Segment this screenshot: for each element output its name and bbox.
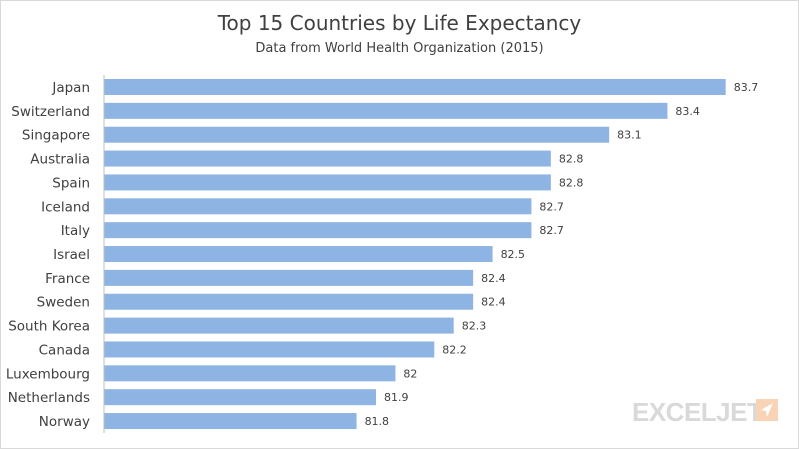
- category-label: Israel: [53, 247, 90, 263]
- bar-israel: [104, 246, 493, 263]
- category-label: Luxembourg: [6, 366, 90, 382]
- chart-subtitle: Data from World Health Organization (201…: [255, 41, 544, 56]
- category-label: France: [45, 271, 90, 287]
- bar-iceland: [104, 198, 532, 215]
- bar-singapore: [104, 126, 610, 143]
- category-label: South Korea: [8, 319, 90, 335]
- category-label: Japan: [51, 80, 90, 96]
- data-label: 82.4: [481, 296, 506, 309]
- category-label: Canada: [39, 342, 90, 358]
- category-label: Sweden: [37, 295, 90, 311]
- data-label: 82.7: [539, 224, 564, 237]
- bar-luxembourg: [104, 365, 396, 382]
- chart-title: Top 15 Countries by Life Expectancy: [217, 11, 582, 35]
- bar-canada: [104, 341, 435, 358]
- bar-south-korea: [104, 317, 454, 334]
- data-label: 81.9: [384, 391, 409, 404]
- bar-italy: [104, 222, 532, 239]
- category-label: Netherlands: [8, 390, 90, 406]
- data-label: 82.4: [481, 272, 506, 285]
- data-label: 82: [403, 367, 417, 380]
- data-label: 82.5: [501, 248, 525, 261]
- category-label: Spain: [52, 175, 90, 191]
- category-label: Norway: [39, 414, 90, 430]
- bar-netherlands: [104, 389, 376, 406]
- category-label: Italy: [61, 223, 90, 239]
- data-label: 81.8: [365, 415, 390, 428]
- bar-switzerland: [104, 102, 668, 119]
- bar-norway: [104, 413, 357, 430]
- bar-sweden: [104, 293, 474, 310]
- bar-france: [104, 269, 474, 286]
- data-label: 82.2: [442, 343, 467, 356]
- category-label: Australia: [30, 152, 90, 168]
- exceljet-logo: EXCELJET: [632, 397, 763, 427]
- bar-australia: [104, 150, 551, 167]
- data-label: 82.3: [462, 320, 487, 333]
- data-label: 82.8: [559, 153, 584, 166]
- data-label: 83.4: [675, 105, 700, 118]
- category-label: Iceland: [41, 199, 90, 215]
- exceljet-logo-mark-icon: [756, 399, 778, 421]
- data-label: 83.7: [734, 81, 759, 94]
- category-label: Singapore: [22, 128, 90, 144]
- bar-spain: [104, 174, 551, 191]
- data-label: 82.7: [539, 200, 564, 213]
- bar-japan: [104, 79, 726, 95]
- data-label: 83.1: [617, 129, 642, 142]
- category-label: Switzerland: [11, 104, 90, 120]
- data-label: 82.8: [559, 176, 584, 189]
